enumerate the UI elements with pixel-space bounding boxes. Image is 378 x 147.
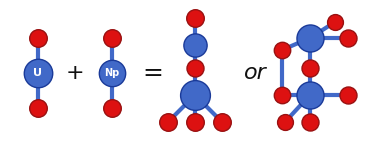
Point xyxy=(192,67,198,69)
Point xyxy=(282,121,288,123)
Point xyxy=(165,121,171,123)
Text: +: + xyxy=(66,63,84,83)
Point xyxy=(35,37,41,39)
Point xyxy=(307,94,313,96)
Point xyxy=(192,121,198,123)
Point xyxy=(192,44,198,46)
Point xyxy=(35,107,41,109)
Point xyxy=(279,49,285,51)
Text: =: = xyxy=(143,61,163,85)
Point xyxy=(332,21,338,23)
Text: Np: Np xyxy=(104,68,119,78)
Point xyxy=(307,121,313,123)
Point xyxy=(109,72,115,74)
Text: or: or xyxy=(244,63,266,83)
Point xyxy=(192,94,198,96)
Point xyxy=(279,94,285,96)
Point xyxy=(345,94,351,96)
Point xyxy=(109,107,115,109)
Point xyxy=(192,17,198,19)
Point xyxy=(307,37,313,39)
Point xyxy=(109,37,115,39)
Point xyxy=(345,37,351,39)
Point xyxy=(35,72,41,74)
Point xyxy=(307,67,313,69)
Text: U: U xyxy=(34,68,42,78)
Point xyxy=(219,121,225,123)
